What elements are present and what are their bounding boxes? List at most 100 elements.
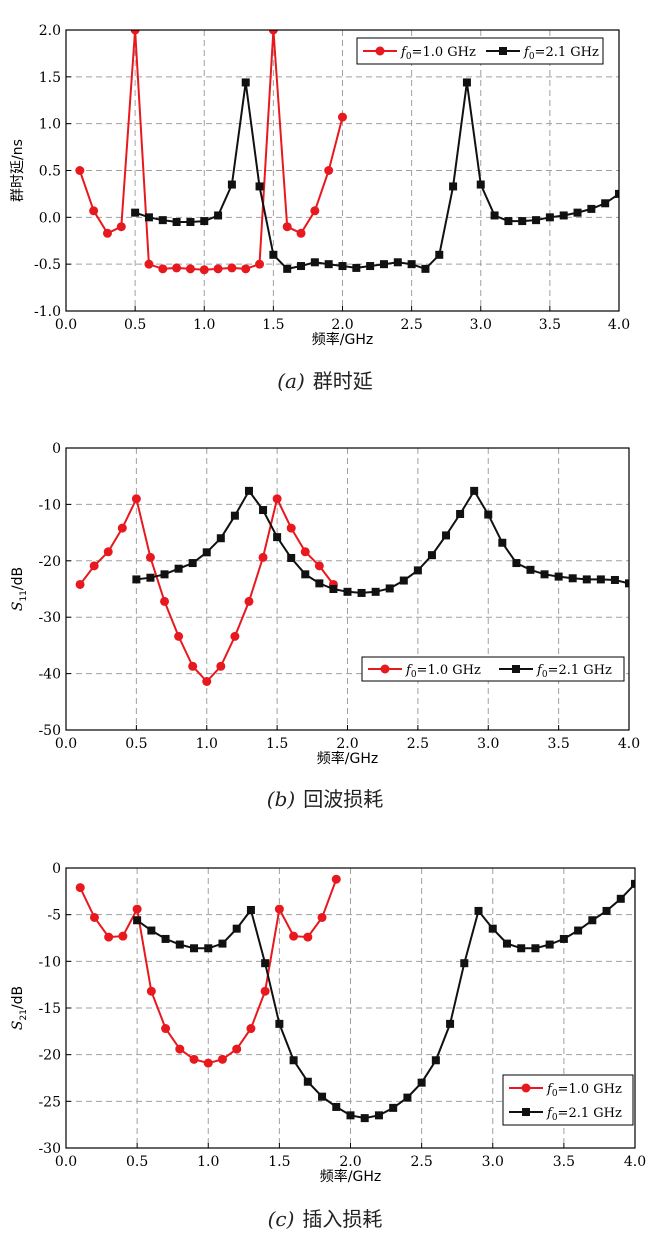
data-point (217, 1054, 227, 1064)
data-point (352, 263, 361, 272)
x-axis-label: 频率/GHz (317, 750, 378, 767)
data-point (158, 216, 167, 225)
series-f0-1-0ghz (75, 874, 341, 1068)
legend-box (361, 656, 625, 682)
data-point (202, 548, 211, 557)
chart-panel-c: 0.0 0.5 1.0 1.5 2.0 2.5 3.0 3.5 4.0 -30 -25 -20 -15 -… (10, 861, 646, 1231)
data-point (317, 912, 327, 922)
panel-caption: (c) 插入损耗 (268, 1207, 383, 1231)
y-tick-label: -1.0 (34, 304, 61, 320)
data-point (540, 570, 549, 579)
x-tick-label: 4.0 (624, 1154, 646, 1170)
data-point (324, 166, 334, 175)
data-point (230, 631, 240, 641)
series-f0-1-0ghz (75, 30, 347, 275)
data-point (490, 211, 499, 220)
data-point (188, 661, 198, 671)
x-tick-label: 2.0 (339, 1154, 361, 1170)
data-point (75, 166, 85, 175)
y-tick-label: 1.5 (39, 70, 61, 86)
x-tick-label: 3.5 (539, 317, 561, 333)
y-axis-label-main: S (10, 1021, 26, 1031)
panel-caption-text: 回波损耗 (303, 787, 383, 811)
legend-item-f0-2-1ghz: f0=2.1 GHz (499, 663, 612, 680)
data-point (403, 1093, 412, 1102)
data-point (160, 570, 169, 579)
data-point (329, 585, 338, 593)
chart-panel-a: 0.0 0.5 1.0 1.5 2.0 2.5 3.0 3.5 4.0 -1.0 -0.5 0.0 0.… (10, 23, 630, 393)
data-point (449, 182, 458, 191)
legend: f0=1.0 GHz f0=2.1 GHz (356, 37, 604, 65)
data-point (366, 262, 375, 271)
data-point (616, 894, 625, 903)
data-point (132, 904, 142, 914)
data-point (232, 924, 241, 933)
x-tick-label: 0.5 (125, 736, 147, 752)
legend-swatch-marker (375, 46, 385, 56)
data-point (89, 206, 99, 216)
legend-swatch-marker (521, 1083, 531, 1093)
data-point (144, 259, 154, 269)
legend-label-sub: 0 (542, 670, 548, 680)
data-point (601, 199, 610, 208)
data-point (427, 551, 436, 560)
data-point (413, 566, 422, 575)
x-tick-label: 1.0 (197, 1154, 219, 1170)
data-point (200, 217, 209, 226)
y-tick-label: 0.0 (39, 210, 61, 226)
series-f0-2-1ghz (131, 78, 619, 273)
chart-panel-b: 0.0 0.5 1.0 1.5 2.0 2.5 3.0 3.5 4.0 -50 -40 -30 -20 -… (10, 441, 640, 811)
legend-label: f0=1.0 GHz (400, 45, 476, 62)
data-point (559, 934, 568, 943)
series-line (134, 82, 619, 271)
data-point (246, 906, 255, 914)
data-point (117, 523, 127, 533)
data-point (130, 30, 140, 35)
data-point (172, 263, 182, 273)
data-point (554, 572, 563, 581)
legend-item-f0-1-0ghz: f0=1.0 GHz (368, 663, 481, 680)
data-point (303, 932, 313, 942)
x-tick-label: 3.0 (482, 1154, 504, 1170)
y-axis-label-unit: /dB (10, 567, 26, 590)
x-tick-label: 1.5 (266, 736, 288, 752)
legend-label-rest: =1.0 GHz (558, 1082, 622, 1097)
y-axis-label: 群时延/ns (10, 139, 26, 202)
x-tick-label: 1.5 (262, 317, 284, 333)
data-point (131, 208, 140, 217)
data-point (602, 906, 611, 915)
data-point (573, 208, 582, 217)
data-point (199, 265, 209, 275)
legend-label: f0=2.1 GHz (523, 45, 599, 62)
x-tick-label: 3.5 (553, 1154, 575, 1170)
data-point (227, 180, 236, 189)
data-point (385, 584, 394, 593)
legend-item-f0-2-1ghz: f0=2.1 GHz (486, 45, 599, 62)
data-point (346, 1111, 355, 1120)
data-point (596, 575, 605, 584)
data-point (146, 573, 155, 582)
data-point (269, 250, 278, 259)
data-point (559, 211, 568, 220)
y-tick-label: 1.0 (39, 117, 61, 133)
data-point (631, 879, 635, 888)
legend-item-f0-1-0ghz: f0=1.0 GHz (363, 45, 476, 62)
data-point (161, 934, 170, 943)
data-point (498, 538, 507, 547)
data-point (272, 494, 282, 504)
data-point (216, 661, 226, 671)
data-point (89, 561, 99, 571)
data-point (172, 218, 181, 227)
data-point (625, 579, 629, 588)
legend-label-main: f (400, 45, 408, 60)
legend-label: f0=1.0 GHz (546, 1082, 622, 1099)
data-point (258, 552, 268, 562)
y-tick-label: -10 (38, 497, 61, 513)
x-tick-label: 2.0 (336, 736, 358, 752)
data-point (310, 258, 319, 267)
data-point (246, 1024, 256, 1034)
data-point (188, 559, 197, 568)
data-point (158, 264, 168, 274)
